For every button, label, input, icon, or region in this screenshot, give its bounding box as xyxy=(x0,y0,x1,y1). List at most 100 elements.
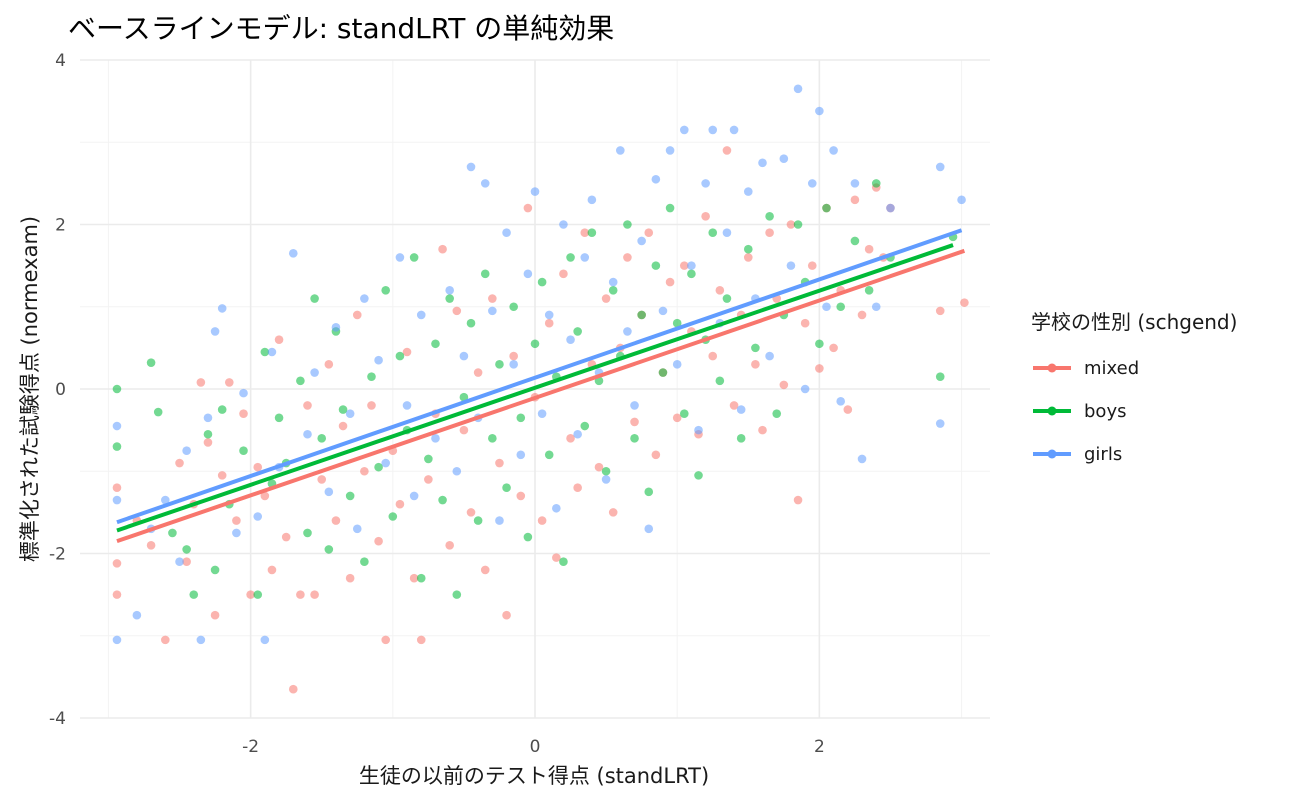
legend-item-girls: girls xyxy=(1033,444,1122,465)
point-girls xyxy=(544,310,554,320)
point-mixed xyxy=(480,565,490,575)
point-boys xyxy=(360,557,369,567)
point-boys xyxy=(665,203,675,213)
point-mixed xyxy=(779,380,789,390)
point-mixed xyxy=(502,610,511,620)
point-mixed xyxy=(281,532,291,542)
point-boys xyxy=(708,228,718,238)
point-mixed xyxy=(573,483,582,493)
point-girls xyxy=(807,179,817,188)
point-boys xyxy=(239,446,248,455)
point-boys xyxy=(424,454,433,464)
point-mixed xyxy=(112,483,122,493)
point-boys xyxy=(793,220,803,229)
point-mixed xyxy=(196,378,206,387)
point-girls xyxy=(431,434,440,443)
point-girls xyxy=(587,195,597,205)
point-girls xyxy=(210,327,220,336)
point-girls xyxy=(651,174,661,184)
point-mixed xyxy=(786,220,796,229)
point-girls xyxy=(743,187,753,196)
x-axis-title: 生徒の以前のテスト得点 (standLRT) xyxy=(359,764,709,788)
point-boys xyxy=(722,294,732,303)
point-boys xyxy=(679,409,689,418)
point-mixed xyxy=(402,347,412,357)
point-mixed xyxy=(850,195,860,205)
point-mixed xyxy=(765,228,774,238)
point-girls xyxy=(935,419,945,428)
x-tick-label: -2 xyxy=(242,737,259,757)
point-boys xyxy=(445,294,454,303)
point-girls xyxy=(488,306,497,316)
point-mixed xyxy=(488,294,497,303)
point-mixed xyxy=(665,277,675,287)
point-boys xyxy=(523,532,533,542)
point-girls xyxy=(957,195,966,205)
point-boys xyxy=(253,590,263,599)
point-girls xyxy=(217,304,227,313)
point-mixed xyxy=(495,458,504,468)
point-girls xyxy=(822,302,831,312)
point-girls xyxy=(203,413,213,423)
point-girls xyxy=(765,351,774,361)
point-mixed xyxy=(267,565,277,575)
point-girls xyxy=(644,524,654,534)
point-girls xyxy=(260,635,270,645)
point-mixed xyxy=(566,434,575,443)
point-boys xyxy=(509,302,518,312)
point-mixed xyxy=(175,458,184,468)
point-mixed xyxy=(246,590,255,599)
point-boys xyxy=(274,413,284,423)
point-boys xyxy=(146,358,156,367)
point-girls xyxy=(395,253,405,262)
point-girls xyxy=(786,261,796,270)
point-mixed xyxy=(296,590,305,599)
point-girls xyxy=(637,236,646,246)
point-girls xyxy=(672,360,682,369)
x-tick-label: 0 xyxy=(530,737,541,757)
y-tick-label: 0 xyxy=(55,380,66,400)
point-boys xyxy=(473,516,483,525)
point-girls xyxy=(239,388,248,398)
legend-label: mixed xyxy=(1084,358,1139,379)
point-mixed xyxy=(438,244,447,254)
point-mixed xyxy=(459,425,469,435)
point-boys xyxy=(587,228,597,238)
point-boys xyxy=(459,392,469,402)
y-tick-label: -4 xyxy=(49,709,66,729)
point-girls xyxy=(793,84,803,94)
point-girls xyxy=(182,446,191,455)
point-boys xyxy=(203,429,213,439)
point-girls xyxy=(466,162,476,172)
point-boys xyxy=(871,179,881,188)
point-mixed xyxy=(112,590,122,599)
point-mixed xyxy=(338,421,348,431)
point-mixed xyxy=(303,401,312,410)
point-boys xyxy=(715,376,725,386)
point-boys xyxy=(310,294,319,303)
point-boys xyxy=(566,253,575,262)
point-boys xyxy=(573,327,582,336)
point-girls xyxy=(267,347,277,357)
point-girls xyxy=(665,146,675,155)
point-boys xyxy=(772,409,782,418)
point-girls xyxy=(886,203,895,213)
point-boys xyxy=(544,450,554,460)
point-boys xyxy=(644,487,654,497)
point-mixed xyxy=(843,405,853,414)
point-girls xyxy=(516,450,526,460)
point-boys xyxy=(658,368,668,377)
point-boys xyxy=(303,528,312,538)
x-tick-label: 2 xyxy=(814,737,825,757)
point-boys xyxy=(495,360,504,369)
point-girls xyxy=(402,401,412,410)
fit-lines xyxy=(116,228,966,544)
point-boys xyxy=(580,421,590,431)
point-girls xyxy=(196,635,206,645)
point-girls xyxy=(630,401,639,410)
point-girls xyxy=(800,384,810,394)
point-girls xyxy=(779,154,789,163)
point-girls xyxy=(857,454,867,464)
point-boys xyxy=(836,302,846,312)
